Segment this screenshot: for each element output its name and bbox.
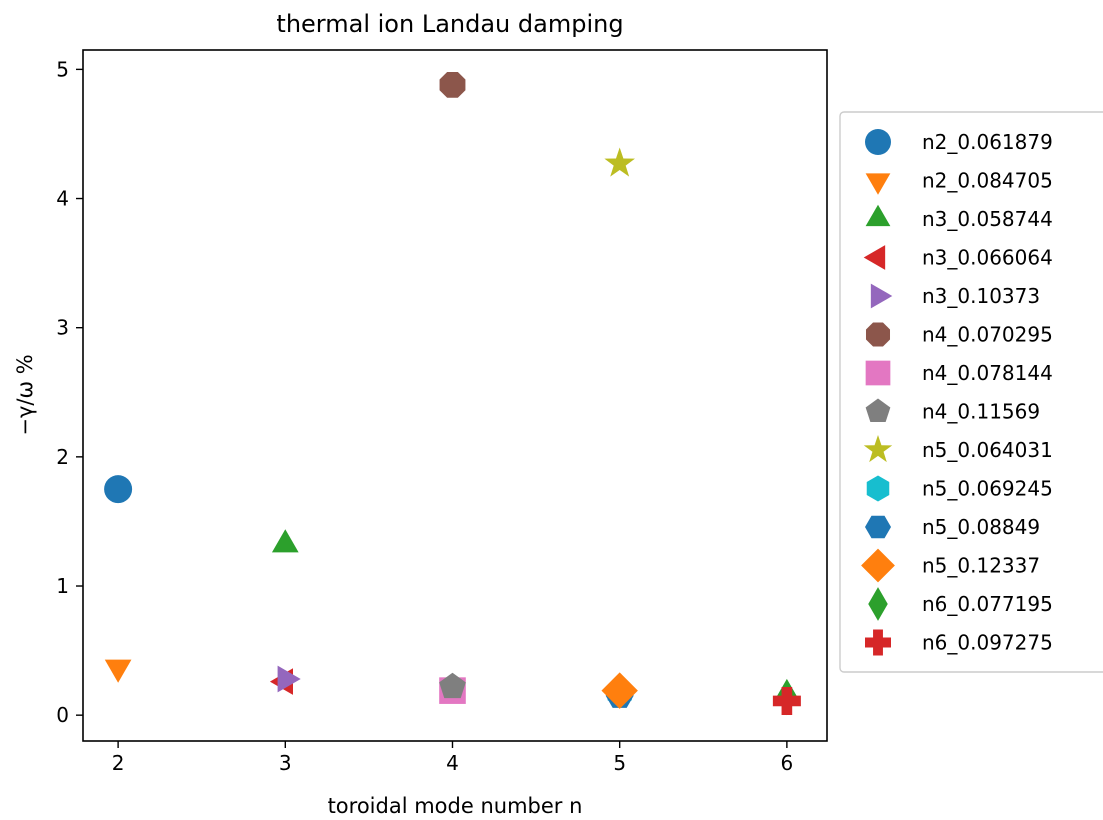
x-tick-label: 3 — [279, 751, 292, 775]
y-tick-label: 2 — [56, 445, 69, 469]
x-tick-label: 2 — [112, 751, 125, 775]
legend-label: n4_0.11569 — [922, 400, 1040, 424]
y-tick-label: 0 — [56, 703, 69, 727]
plot-frame — [82, 49, 828, 742]
data-point — [604, 147, 635, 177]
legend-label: n5_0.069245 — [922, 477, 1053, 501]
data-point — [772, 686, 801, 715]
data-point — [439, 71, 466, 98]
legend-marker — [865, 173, 891, 195]
x-tick-label: 4 — [446, 751, 459, 775]
legend-label: n3_0.066064 — [922, 246, 1053, 270]
legend-marker — [865, 129, 891, 155]
x-tick-label: 6 — [781, 751, 794, 775]
chart-title: thermal ion Landau damping — [276, 10, 623, 38]
legend-marker — [865, 360, 891, 386]
data-point — [277, 665, 301, 693]
legend-marker — [865, 204, 891, 227]
data-point — [439, 672, 466, 699]
plot-area — [82, 49, 828, 742]
legend-marker — [863, 435, 893, 463]
y-tick-label: 1 — [56, 574, 69, 598]
legend-label: n5_0.08849 — [922, 515, 1040, 539]
legend: n2_0.061879 n2_0.084705 n3_0.058744 n3_0.06… — [839, 111, 1103, 673]
y-tick-label: 3 — [56, 316, 69, 340]
legend-marker — [865, 322, 891, 347]
legend-label: n6_0.077195 — [922, 592, 1053, 616]
legend-label: n4_0.070295 — [922, 323, 1053, 347]
y-axis-label: −γ/ω % — [13, 354, 37, 435]
legend-marker — [865, 515, 891, 539]
legend-marker — [865, 398, 891, 423]
x-axis-ticks: 2 3 4 5 6 — [112, 741, 793, 775]
legend-marker — [861, 548, 895, 583]
y-tick-label: 5 — [56, 57, 69, 81]
legend-label: n3_0.10373 — [922, 284, 1040, 308]
legend-label: n5_0.064031 — [922, 438, 1053, 462]
legend-label: n6_0.097275 — [922, 631, 1053, 655]
legend-label: n2_0.084705 — [922, 169, 1053, 193]
legend-label: n4_0.078144 — [922, 361, 1053, 385]
data-markers — [104, 71, 801, 716]
legend-marker — [868, 587, 888, 621]
y-tick-label: 4 — [56, 187, 69, 211]
data-point — [104, 475, 133, 504]
data-point — [271, 529, 299, 553]
legend-marker — [866, 475, 890, 502]
data-point — [601, 672, 638, 709]
legend-box — [839, 111, 1103, 673]
legend-marker — [870, 283, 893, 309]
legend-label: n3_0.058744 — [922, 207, 1053, 231]
y-axis-ticks: 0 1 2 3 4 5 — [56, 57, 83, 727]
x-tick-label: 5 — [613, 751, 626, 775]
legend-label: n2_0.061879 — [922, 130, 1053, 154]
x-axis-label: toroidal mode number n — [328, 794, 583, 818]
legend-marker — [863, 245, 886, 270]
legend-marker — [865, 629, 891, 656]
legend-label: n5_0.12337 — [922, 554, 1040, 578]
data-point — [104, 659, 132, 683]
